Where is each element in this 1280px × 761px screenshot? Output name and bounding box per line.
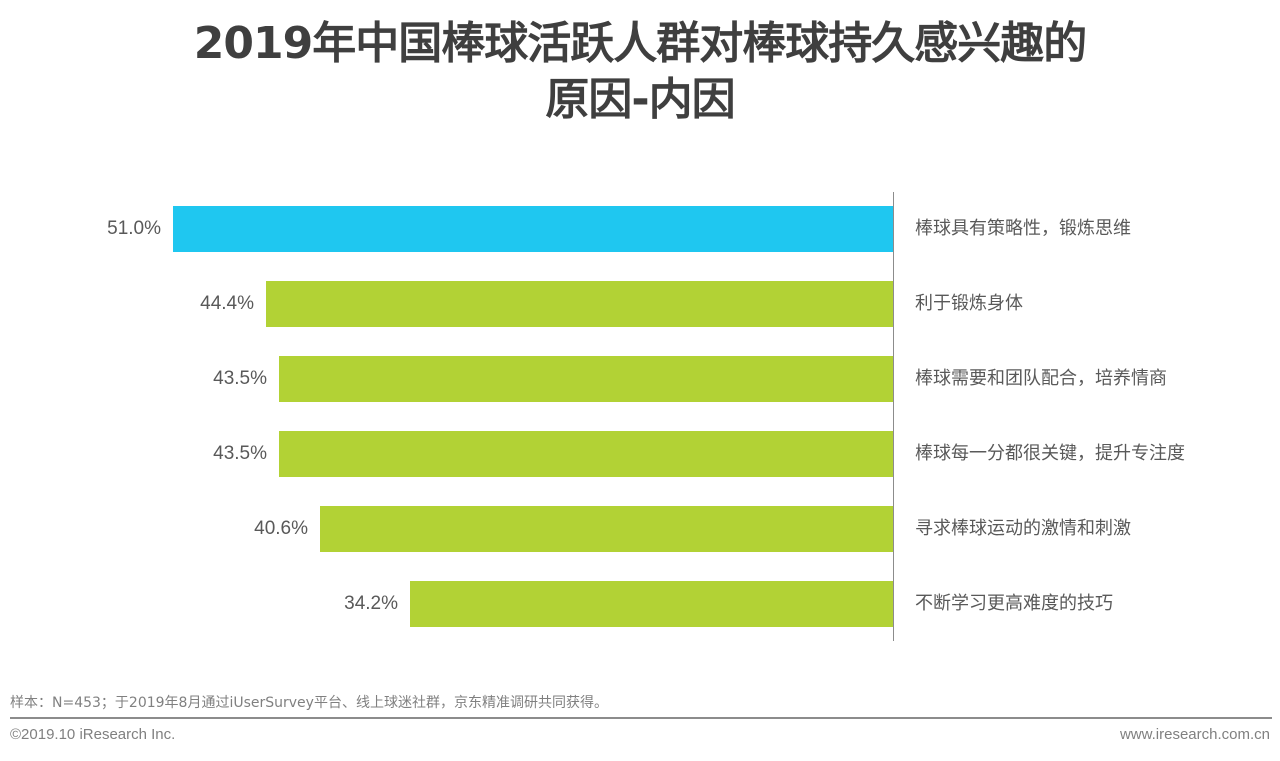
bar-value-label: 43.5%	[213, 368, 267, 389]
bar-value-label: 43.5%	[213, 443, 267, 464]
category-axis-line	[893, 192, 894, 641]
bar	[173, 206, 893, 252]
bar	[320, 506, 893, 552]
bar-row: 43.5% 棒球每一分都很关键，提升专注度	[0, 431, 1280, 477]
category-label: 棒球需要和团队配合，培养情商	[915, 368, 1167, 389]
bar-value-label: 40.6%	[254, 518, 308, 539]
copyright-text: ©2019.10 iResearch Inc.	[10, 726, 176, 743]
chart-title-line1: 2019年中国棒球活跃人群对棒球持久感兴趣的	[193, 18, 1087, 69]
bar	[279, 431, 893, 477]
category-label: 利于锻炼身体	[915, 293, 1023, 314]
footer-divider	[10, 717, 1272, 719]
category-label: 不断学习更高难度的技巧	[915, 593, 1113, 614]
bar-row: 43.5% 棒球需要和团队配合，培养情商	[0, 356, 1280, 402]
chart-title: 2019年中国棒球活跃人群对棒球持久感兴趣的 原因-内因	[0, 16, 1280, 128]
category-label: 寻求棒球运动的激情和刺激	[915, 518, 1131, 539]
sample-note: 样本：N=453；于2019年8月通过iUserSurvey平台、线上球迷社群，…	[10, 695, 608, 711]
bar-row: 34.2% 不断学习更高难度的技巧	[0, 581, 1280, 627]
bar-value-label: 51.0%	[107, 218, 161, 239]
bar-row: 44.4% 利于锻炼身体	[0, 281, 1280, 327]
category-label: 棒球每一分都很关键，提升专注度	[915, 443, 1185, 464]
bar-value-label: 44.4%	[200, 293, 254, 314]
bar	[279, 356, 893, 402]
bar-value-label: 34.2%	[344, 593, 398, 614]
chart-title-line2: 原因-内因	[545, 74, 735, 125]
bar	[266, 281, 893, 327]
website-link[interactable]: www.iresearch.com.cn	[1119, 726, 1270, 743]
bar	[410, 581, 893, 627]
bar-row: 40.6% 寻求棒球运动的激情和刺激	[0, 506, 1280, 552]
bar-row: 51.0% 棒球具有策略性，锻炼思维	[0, 206, 1280, 252]
category-label: 棒球具有策略性，锻炼思维	[915, 218, 1131, 239]
